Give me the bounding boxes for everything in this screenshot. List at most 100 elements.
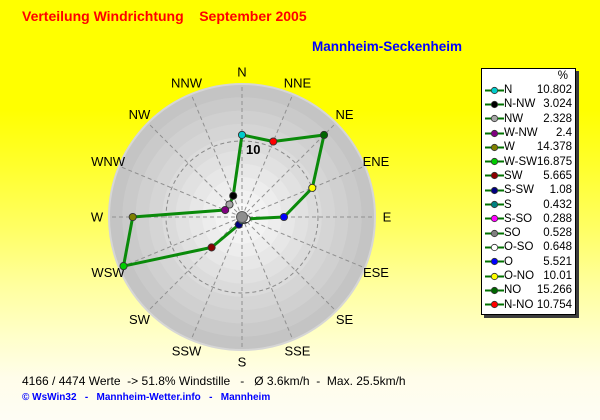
rose-spoke bbox=[241, 216, 366, 269]
station-name: Mannheim-Seckenheim bbox=[312, 39, 463, 54]
legend-marker-icon bbox=[485, 300, 504, 309]
data-point-O-NO bbox=[308, 183, 317, 192]
data-point-O bbox=[279, 212, 289, 222]
legend-row-NO: NO 15.266 bbox=[485, 283, 572, 297]
compass-label-WNW: WNW bbox=[91, 154, 126, 169]
legend-row-O-NO: O-NO 10.01 bbox=[485, 269, 572, 283]
ring-value-label: 10 bbox=[246, 142, 260, 157]
legend-row-W: W 14.378 bbox=[485, 140, 572, 154]
rose-spoke bbox=[147, 216, 243, 312]
legend-percent-value: 0.288 bbox=[543, 212, 572, 225]
legend-row-S-SW: S-SW 1.08 bbox=[485, 183, 572, 197]
legend-direction-label: S-SO bbox=[504, 212, 533, 225]
legend-row-W-NW: W-NW 2.4 bbox=[485, 126, 572, 140]
legend-marker-icon bbox=[485, 257, 504, 266]
data-point-SW bbox=[207, 243, 216, 252]
stats-summary: 4166 / 4474 Werte -> 51.8% Windstille - … bbox=[22, 374, 406, 388]
legend-row-SW: SW 5.665 bbox=[485, 169, 572, 183]
legend-marker-icon bbox=[485, 114, 504, 123]
legend-direction-label: S-SW bbox=[504, 184, 535, 197]
legend-percent-value: 0.432 bbox=[543, 198, 572, 211]
legend-percent-value: 10.01 bbox=[543, 270, 572, 282]
legend-marker-icon bbox=[485, 100, 504, 109]
data-point-N-NW bbox=[229, 191, 238, 200]
rose-spoke bbox=[241, 93, 294, 218]
data-point-N bbox=[237, 130, 247, 139]
legend-percent-value: 5.665 bbox=[543, 169, 572, 182]
compass-label-NW: NW bbox=[129, 107, 151, 122]
legend-direction-label: W bbox=[504, 141, 515, 154]
compass-label-SSW: SSW bbox=[172, 343, 202, 358]
legend-percent-value: 15.266 bbox=[536, 284, 572, 297]
compass-label-W: W bbox=[91, 210, 104, 225]
legend-percent-value: 10.754 bbox=[536, 298, 572, 311]
data-point-W-SW bbox=[119, 262, 128, 271]
legend-direction-label: O-SO bbox=[504, 241, 534, 254]
legend-row-N-NW: N-NW 3.024 bbox=[485, 97, 572, 111]
legend-percent-value: 2.328 bbox=[543, 112, 572, 125]
legend-marker-icon bbox=[485, 200, 504, 209]
legend-percent-value: 5.521 bbox=[543, 255, 572, 268]
legend-row-N-NO: N-NO 10.754 bbox=[485, 297, 572, 311]
legend-marker-icon bbox=[485, 214, 504, 223]
legend-direction-label: NO bbox=[504, 284, 522, 297]
legend-direction-label: NW bbox=[504, 112, 524, 125]
legend-row-O: O 5.521 bbox=[485, 255, 572, 269]
legend-percent-value: 0.648 bbox=[543, 241, 572, 254]
legend-row-O-SO: O-SO 0.648 bbox=[485, 240, 572, 254]
legend-percent-value: 2.4 bbox=[556, 127, 572, 140]
legend-row-NW: NW 2.328 bbox=[485, 112, 572, 126]
legend-percent-header: % bbox=[557, 70, 568, 82]
legend-row-N: N 10.802 bbox=[485, 83, 572, 97]
legend-direction-label: SW bbox=[504, 169, 523, 182]
rose-spoke bbox=[241, 165, 366, 218]
legend-box: % N 10.802 N-NW 3.024 NW 2.328 W-NW 2.4 W 14.378 W… bbox=[481, 68, 576, 315]
legend-marker-icon bbox=[485, 157, 504, 166]
compass-label-NE: NE bbox=[335, 107, 353, 122]
legend-row-S: S 0.432 bbox=[485, 197, 572, 211]
rose-spoke bbox=[118, 216, 243, 269]
legend-marker-icon bbox=[485, 229, 504, 238]
data-point-W bbox=[128, 212, 137, 222]
compass-label-N: N bbox=[237, 65, 246, 80]
rose-spoke bbox=[190, 216, 243, 341]
legend-row-W-SW: W-SW 16.875 bbox=[485, 154, 572, 168]
chart-title: Verteilung Windrichtung September 2005 bbox=[22, 8, 307, 24]
data-point-N-NO bbox=[269, 137, 278, 146]
legend-marker-icon bbox=[485, 272, 504, 281]
compass-label-S: S bbox=[238, 355, 247, 370]
center-calm-marker bbox=[236, 211, 248, 223]
legend-marker-icon bbox=[485, 286, 504, 295]
legend-percent-value: 14.378 bbox=[536, 141, 572, 154]
legend-percent-value: 16.875 bbox=[537, 155, 573, 168]
legend-direction-label: N bbox=[504, 84, 513, 97]
legend-direction-label: N-NO bbox=[504, 298, 534, 311]
compass-label-SE: SE bbox=[336, 312, 354, 327]
legend-rows: N 10.802 N-NW 3.024 NW 2.328 W-NW 2.4 W 14.378 W-S… bbox=[485, 83, 572, 312]
legend-marker-icon bbox=[485, 186, 504, 195]
compass-label-ENE: ENE bbox=[363, 154, 390, 169]
credit-line: © WsWin32 - Mannheim-Wetter.info - Mannh… bbox=[22, 392, 271, 403]
rose-spoke bbox=[241, 216, 337, 312]
rose-spoke bbox=[241, 122, 337, 218]
legend-direction-label: W-SW bbox=[504, 155, 538, 168]
rose-spoke bbox=[147, 122, 243, 218]
legend-percent-value: 0.528 bbox=[543, 227, 572, 240]
rose-spoke bbox=[241, 216, 294, 341]
legend-direction-label: W-NW bbox=[504, 127, 538, 140]
legend-marker-icon bbox=[485, 243, 504, 252]
legend-direction-label: O-NO bbox=[504, 270, 535, 282]
legend-marker-icon bbox=[485, 129, 504, 138]
compass-label-SW: SW bbox=[129, 312, 151, 327]
compass-label-WSW: WSW bbox=[91, 265, 125, 280]
compass-label-ESE: ESE bbox=[363, 265, 389, 280]
compass-label-NNW: NNW bbox=[171, 76, 203, 91]
legend-direction-label: N-NW bbox=[504, 98, 536, 111]
data-point-W-NW bbox=[221, 205, 230, 215]
legend-marker-icon bbox=[485, 86, 504, 95]
legend-direction-label: SO bbox=[504, 227, 521, 240]
legend-marker-icon bbox=[485, 143, 504, 152]
compass-label-SSE: SSE bbox=[284, 343, 310, 358]
legend-direction-label: O bbox=[504, 255, 513, 268]
